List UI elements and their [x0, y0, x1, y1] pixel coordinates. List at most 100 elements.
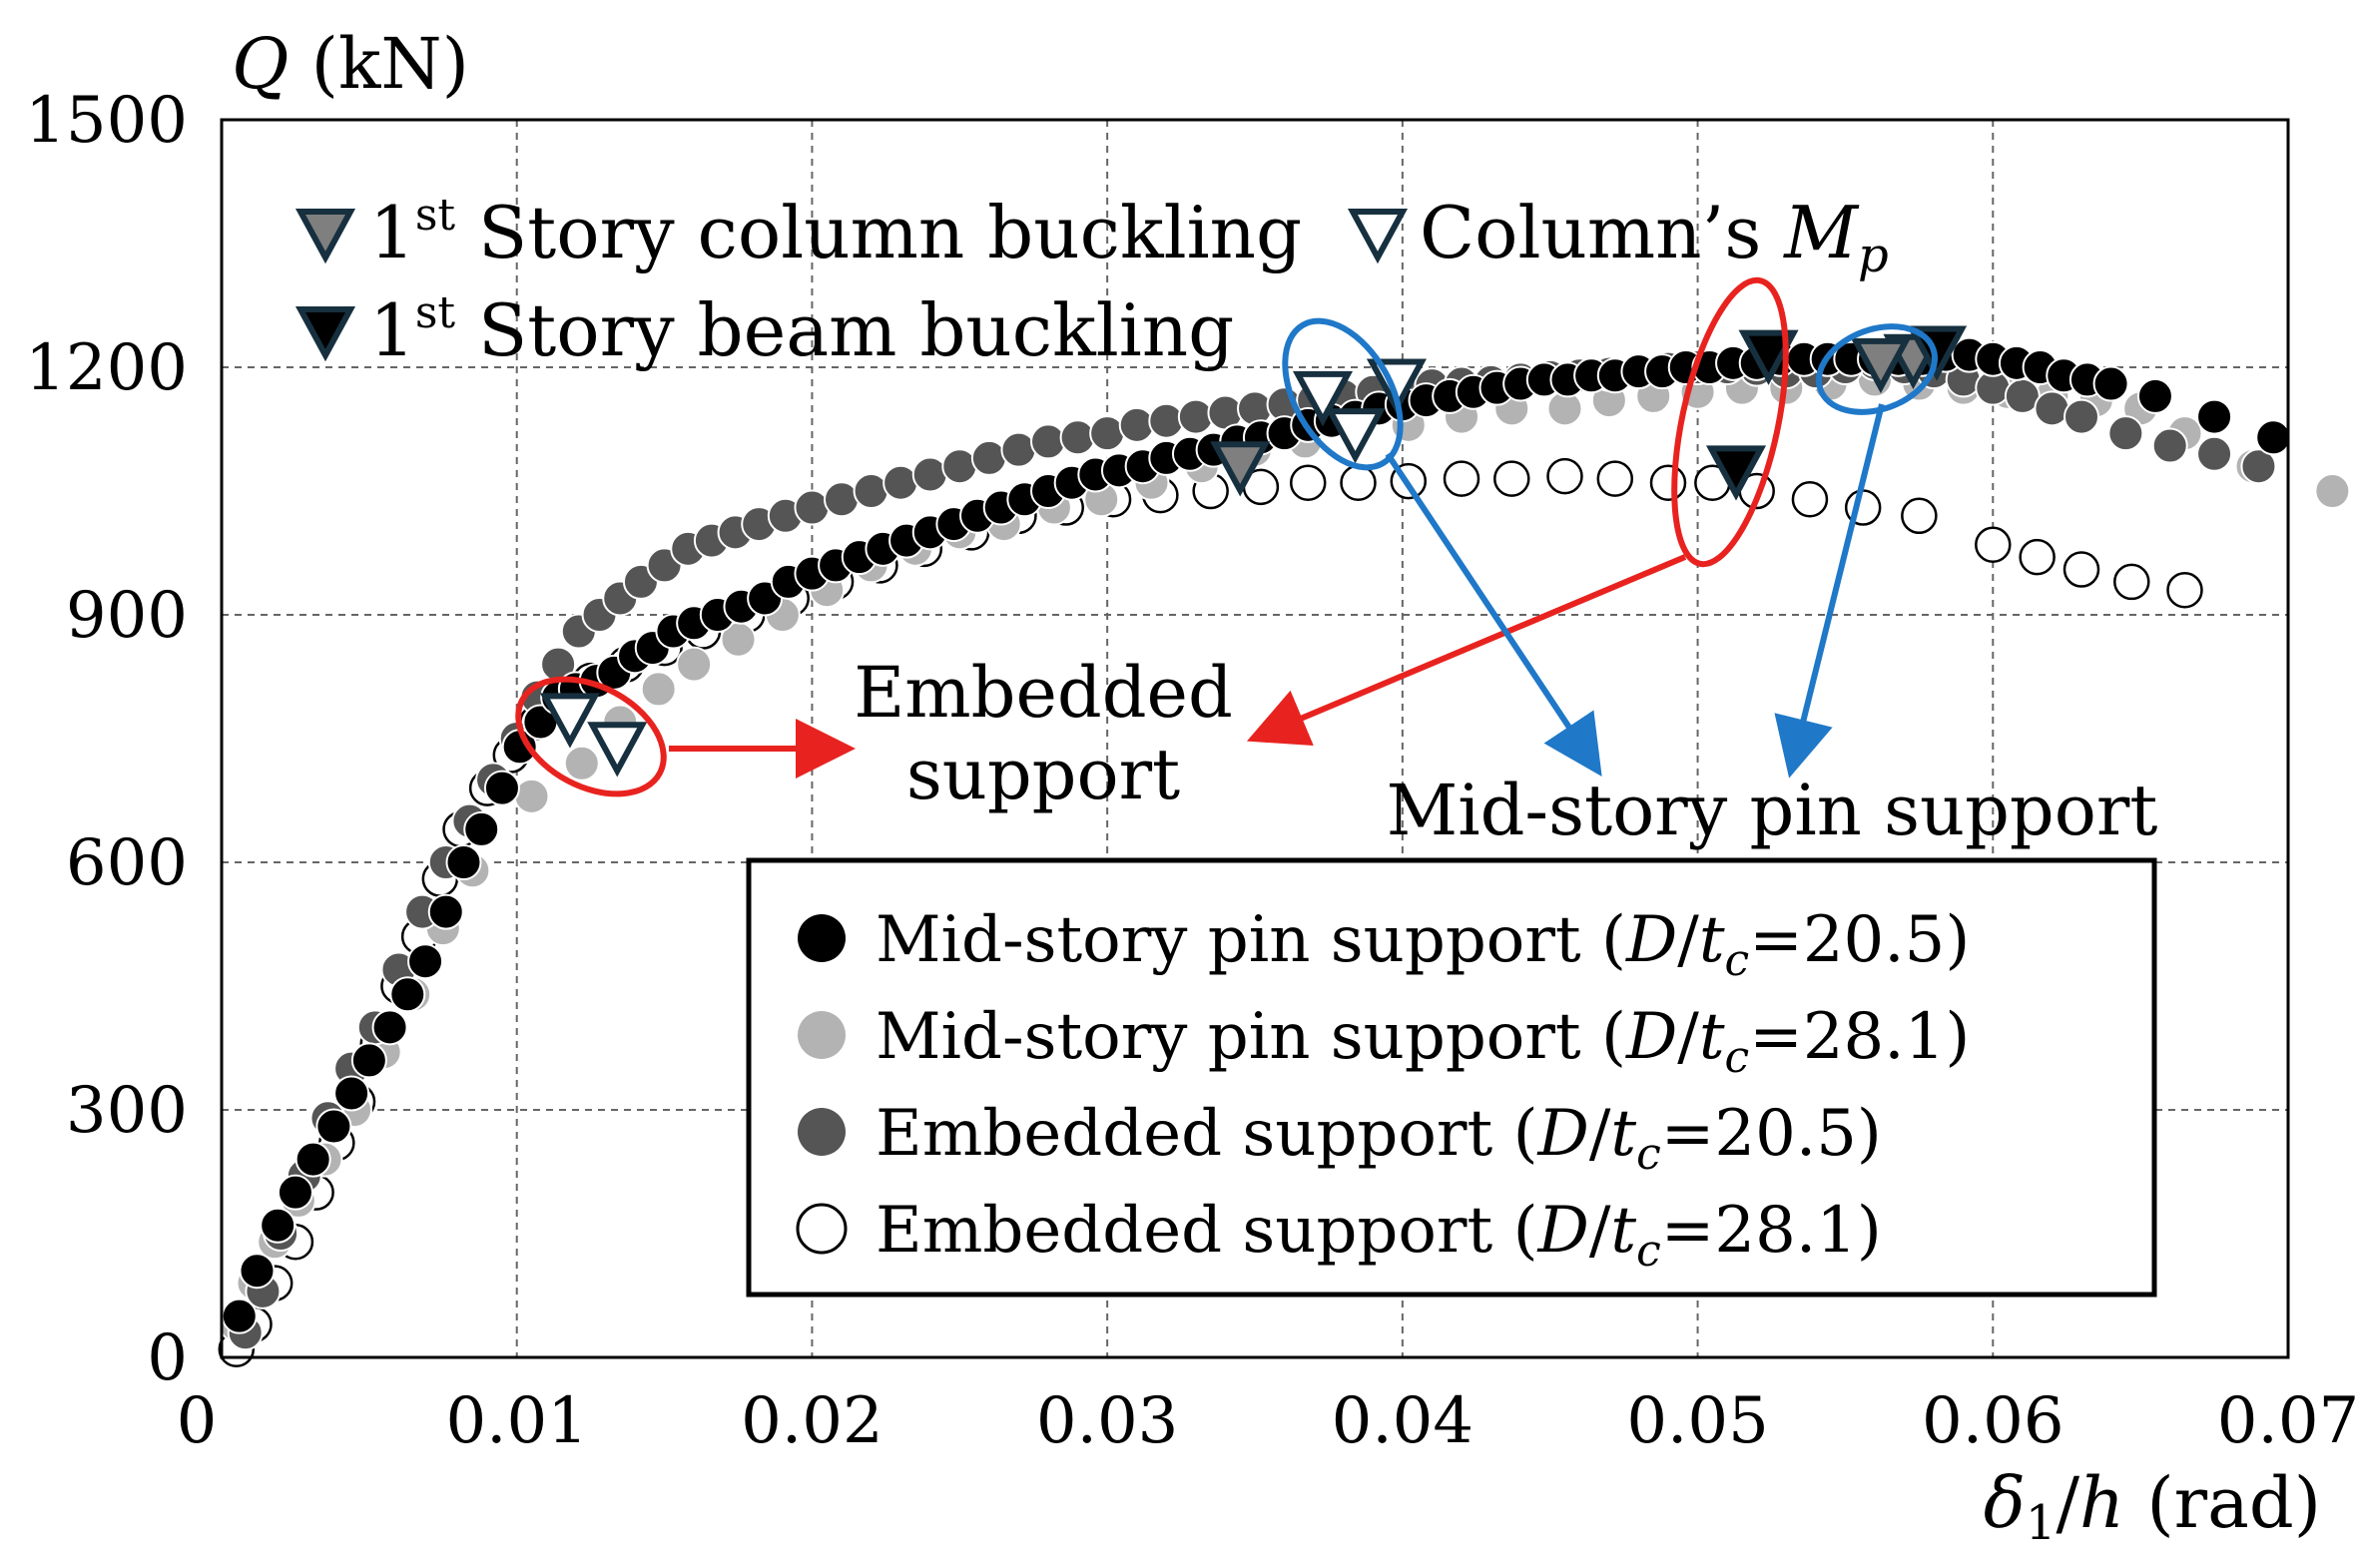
- data-point: [1340, 464, 1377, 501]
- legend-beam-buckling: 1st Story beam buckling: [295, 287, 1234, 372]
- data-point: [2062, 551, 2100, 588]
- event-marker-column-buckling: [1210, 441, 1271, 497]
- legend-label: Embedded support (D/tc=28.1): [876, 1194, 1882, 1277]
- data-point: [1237, 390, 1273, 427]
- event-marker-beam-buckling: [1738, 329, 1799, 385]
- event-marker-Mp: [1292, 370, 1354, 427]
- x-tick-label: 0.07: [2217, 1384, 2357, 1458]
- event-marker-column-buckling: [1850, 337, 1911, 394]
- data-point: [2113, 563, 2150, 601]
- y-tick-label: 1200: [25, 331, 188, 405]
- data-point: [1030, 423, 1066, 460]
- legend-column-mp: Column’s Mp: [1347, 191, 1889, 283]
- legend-row-4: Embedded support (D/tc=28.1): [796, 1194, 1882, 1277]
- gray-down-triangle-icon: [295, 209, 356, 264]
- pin-ellipse-right: [1815, 323, 1939, 415]
- data-point: [260, 1207, 296, 1244]
- legend-beam-buckling-text: 1st Story beam buckling: [369, 287, 1234, 372]
- x-tick-label: 0.03: [1036, 1384, 1179, 1458]
- data-point: [2151, 427, 2188, 464]
- black-down-triangle-icon: [295, 306, 356, 362]
- data-point: [333, 1075, 370, 1112]
- legend-marker-icon: [796, 1203, 848, 1255]
- data-point: [1118, 406, 1155, 443]
- data-point: [221, 1298, 258, 1334]
- data-point: [2019, 538, 2056, 576]
- event-marker-beam-buckling: [1705, 445, 1767, 501]
- data-point: [2063, 398, 2099, 435]
- x-tick-label: 0: [177, 1384, 218, 1458]
- data-point: [563, 745, 600, 782]
- data-point: [911, 456, 948, 493]
- data-point: [941, 448, 978, 485]
- data-point: [1493, 460, 1530, 497]
- legend-marker-icon: [798, 1108, 846, 1156]
- data-point: [315, 1108, 352, 1145]
- data-point: [824, 481, 860, 518]
- data-point: [2255, 419, 2292, 456]
- marker-legend: 1st Story column buckling 1st Story beam…: [295, 190, 1889, 372]
- x-axis-title: δ1/h (rad): [1984, 1462, 2321, 1551]
- legend-label: Mid-story pin support (D/tc=20.5): [876, 903, 1970, 986]
- data-point: [2136, 377, 2173, 414]
- legend-label: Mid-story pin support (D/tc=28.1): [876, 1000, 1970, 1083]
- data-point: [483, 770, 520, 806]
- data-point: [883, 464, 919, 501]
- legend-column-mp-text: Column’s Mp: [1420, 191, 1889, 283]
- embedded-label-line1: Embedded: [854, 652, 1233, 734]
- data-point: [853, 473, 889, 509]
- legend-row-3: Embedded support (D/tc=20.5): [798, 1097, 1882, 1180]
- x-tick-label: 0.01: [445, 1384, 588, 1458]
- data-point: [1596, 460, 1634, 497]
- x-axis-unit: (rad): [2124, 1462, 2321, 1544]
- data-point: [389, 976, 426, 1013]
- data-point: [2196, 398, 2233, 435]
- open-down-triangle-icon: [1347, 209, 1409, 264]
- data-point: [676, 646, 713, 683]
- data-point: [2107, 415, 2144, 452]
- data-point: [1975, 526, 2012, 563]
- data-point: [2034, 390, 2070, 427]
- data-point: [970, 439, 1007, 476]
- pin-arrow-right: [1774, 403, 1885, 779]
- y-tick-label: 1500: [25, 84, 188, 158]
- embedded-ellipse-right: [1671, 276, 1789, 568]
- legend-box: [746, 857, 2157, 1298]
- data-point: [277, 1174, 313, 1211]
- legend-marker-icon: [798, 1011, 846, 1059]
- y-tick-label: 0: [147, 1321, 188, 1395]
- y-axis-var: Q: [232, 23, 289, 105]
- y-tick-label: 300: [66, 1074, 188, 1148]
- data-point: [1443, 460, 1480, 497]
- x-tick-labels: 0 0.01 0.02 0.03 0.04 0.05 0.06 0.07: [177, 1384, 2357, 1458]
- y-axis-title: Q (kN): [232, 23, 469, 105]
- data-point: [513, 778, 550, 814]
- legend-label: Embedded support (D/tc=20.5): [876, 1097, 1882, 1180]
- embedded-label-line2: support: [906, 734, 1180, 815]
- series-legend: Mid-story pin support (D/tc=20.5) Mid-sto…: [746, 857, 2157, 1298]
- data-point: [295, 1141, 331, 1178]
- data-point: [1148, 402, 1185, 439]
- data-point: [427, 893, 464, 930]
- data-point: [1000, 431, 1037, 468]
- data-point: [1649, 464, 1687, 501]
- legend-row-2: Mid-story pin support (D/tc=28.1): [798, 1000, 1970, 1083]
- data-point: [1289, 464, 1327, 501]
- pin-label: Mid-story pin support: [1387, 770, 2158, 851]
- data-point: [239, 1253, 276, 1290]
- legend-column-buckling: 1st Story column buckling: [295, 190, 1302, 274]
- pin-arrow-left: [1385, 452, 1602, 777]
- plot-frame: [220, 118, 2290, 1359]
- legend-column-buckling-text: 1st Story column buckling: [369, 190, 1302, 274]
- data-point: [794, 489, 831, 526]
- x-axis-var2: h: [2079, 1462, 2124, 1544]
- data-point: [1546, 457, 1583, 495]
- event-marker-Mp: [587, 722, 648, 778]
- x-tick-label: 0.05: [1626, 1384, 1769, 1458]
- data-point: [2092, 365, 2129, 402]
- data-point: [2196, 435, 2233, 472]
- data-point: [1901, 497, 1938, 535]
- data-point: [407, 943, 444, 980]
- x-axis-sub: 1: [2026, 1495, 2057, 1551]
